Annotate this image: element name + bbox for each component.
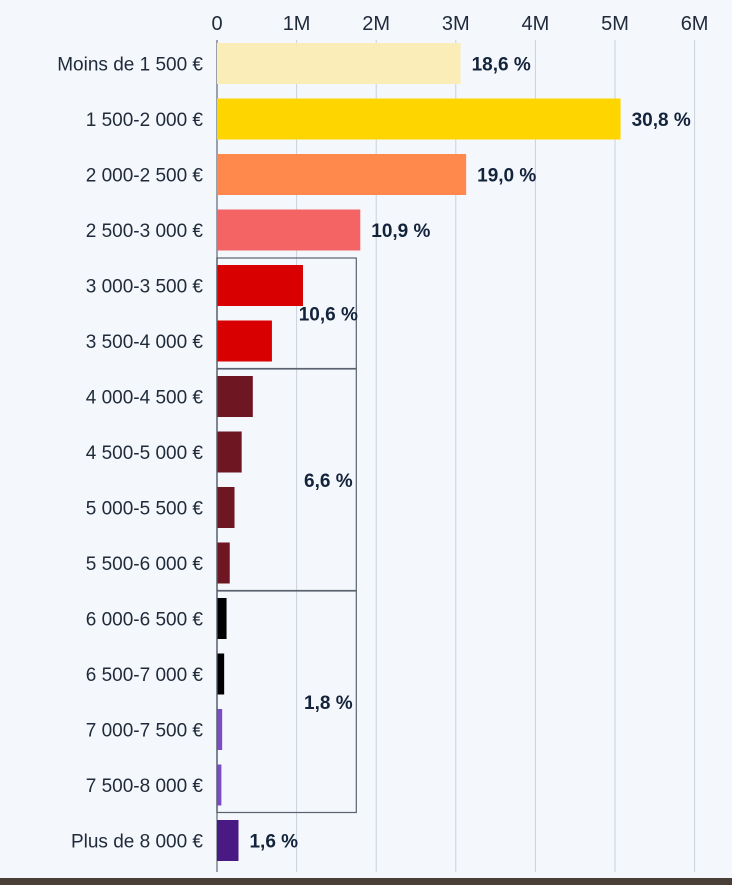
data-label: 1,8 % [304,693,353,714]
bar [217,265,303,306]
x-tick-label: 0 [211,13,222,35]
bottom-edge-strip [0,878,732,885]
data-label: 6,6 % [304,471,353,492]
x-tick-label: 6M [681,13,709,35]
category-label: 6 000-6 500 € [86,610,204,631]
bar [217,709,223,750]
bar [217,320,272,362]
category-label: 4 500-5 000 € [86,443,204,464]
category-label: 2 000-2 500 € [86,166,204,187]
bar [217,376,253,417]
group-bracket-box [216,590,357,814]
x-tick-label: 3M [442,13,470,35]
x-tick-label: 1M [283,13,311,35]
category-label: 6 500-7 000 € [86,665,204,686]
category-label: 3 500-4 000 € [86,332,204,353]
category-label: 4 000-4 500 € [86,388,204,409]
category-label: Moins de 1 500 € [57,55,203,76]
data-label: 30,8 % [632,110,691,131]
data-label: 19,0 % [477,166,536,187]
bar [217,154,467,195]
data-label: 10,9 % [371,221,430,242]
data-label: 10,6 % [299,304,358,325]
category-label: 1 500-2 000 € [86,110,204,131]
bar [217,98,621,140]
category-label: 3 000-3 500 € [86,277,204,298]
category-label: 2 500-3 000 € [86,221,204,242]
category-label: 7 500-8 000 € [86,776,204,797]
data-label: 18,6 % [472,55,531,76]
bar [217,542,230,584]
x-tick-label: 2M [362,13,390,35]
bar [217,820,239,861]
x-tick-label: 5M [601,13,629,35]
bar [217,209,361,251]
bar [217,487,235,528]
bar [217,653,225,695]
bar [217,43,461,84]
category-label: 7 000-7 500 € [86,721,204,742]
x-tick-label: 4M [522,13,550,35]
category-label: 5 000-5 500 € [86,499,204,520]
bar [217,598,227,639]
category-label: Plus de 8 000 € [71,832,203,853]
bar [217,764,222,806]
data-label: 1,6 % [249,832,298,853]
category-label: 5 500-6 000 € [86,554,204,575]
bar [217,431,242,473]
